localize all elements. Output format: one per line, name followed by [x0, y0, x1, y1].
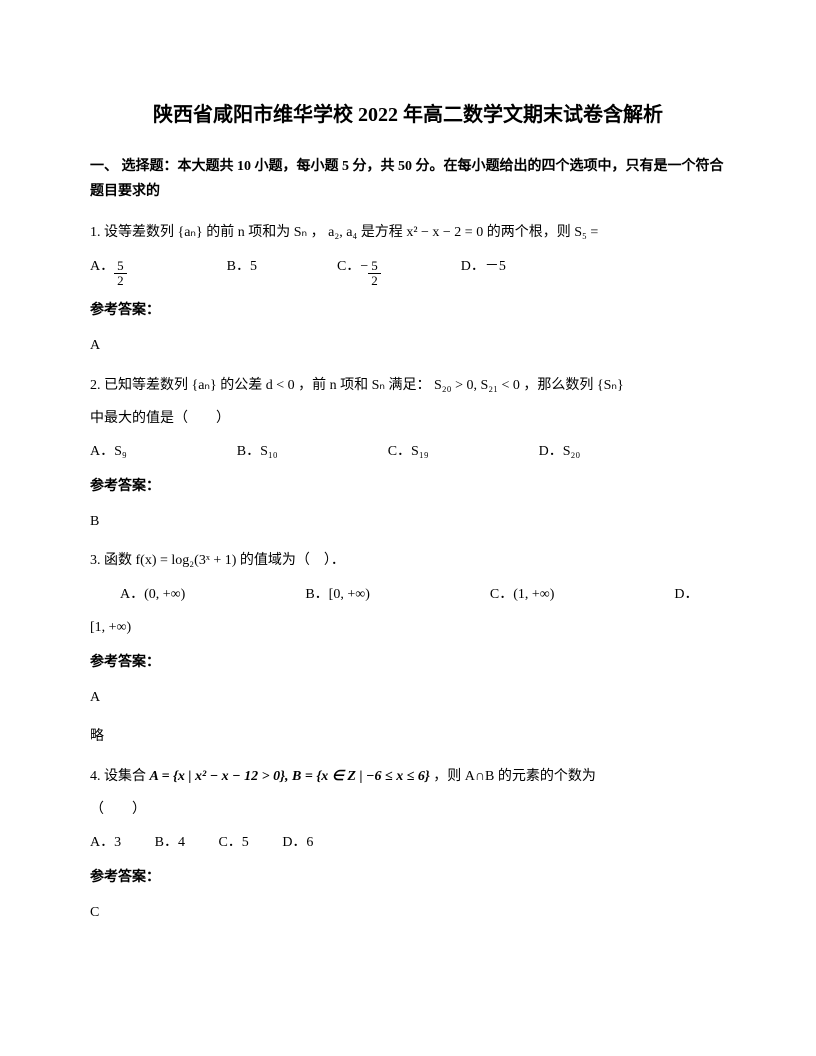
q1-answer: A: [90, 333, 726, 358]
q3-opt-a-val: (0, +∞): [144, 582, 185, 607]
q1-text: 1. 设等差数列 {aₙ} 的前 n 项和为 Sₙ ， a₂, a₄ 是方程 x…: [90, 220, 726, 245]
q2-pre: 2. 已知等差数列: [90, 378, 192, 393]
q1-opt-c-frac: 5 2: [368, 259, 381, 289]
q1-mid1: 的前 n 项和为: [206, 225, 294, 240]
q3-opt-c-val: (1, +∞): [513, 582, 554, 607]
q1-equation: x² − x − 2 = 0: [406, 225, 483, 240]
q2-text: 2. 已知等差数列 {aₙ} 的公差 d < 0 ，前 n 项和 Sₙ 满足： …: [90, 373, 726, 398]
q3-opt-a-label: A．: [120, 582, 144, 607]
q3-opt-d: D．: [674, 582, 698, 607]
q3-answer: A: [90, 685, 726, 710]
q4-mid: ，则 A∩B 的元素的个数为: [433, 769, 596, 784]
section-header: 一、 选择题：本大题共 10 小题，每小题 5 分，共 50 分。在每小题给出的…: [90, 154, 726, 204]
q1-opt-a-num: 5: [114, 259, 127, 274]
question-3: 3. 函数 f(x) = log₂(3ˣ + 1) 的值域为（ ）． A． (0…: [90, 548, 726, 749]
q2-opt-d-label: D．: [539, 439, 563, 464]
q2-seq2: {Sₙ}: [597, 378, 624, 393]
question-1: 1. 设等差数列 {aₙ} 的前 n 项和为 Sₙ ， a₂, a₄ 是方程 x…: [90, 220, 726, 358]
q2-cond2: S₂₀ > 0, S₂₁ < 0: [434, 378, 520, 393]
q3-answer-label: 参考答案：: [90, 650, 726, 675]
q1-seq: {aₙ}: [178, 225, 203, 240]
q2-mid4: 满足：: [389, 378, 431, 393]
q1-answer-label: 参考答案：: [90, 298, 726, 323]
q2-seq: {aₙ}: [192, 378, 217, 393]
q1-opt-a: A． 5 2: [90, 254, 127, 289]
q3-func: f(x) = log₂(3ˣ + 1): [136, 553, 237, 568]
q4-text: 4. 设集合 A = {x | x² − x − 12 > 0}, B = {x…: [90, 764, 726, 789]
q2-mid3: 项和: [340, 378, 372, 393]
q1-opt-c-num: 5: [368, 259, 381, 274]
q2-mid5: ，那么数列: [523, 378, 597, 393]
q1-opt-c-label: C．: [337, 254, 360, 279]
question-4: 4. 设集合 A = {x | x² − x − 12 > 0}, B = {x…: [90, 764, 726, 926]
q2-answer: B: [90, 509, 726, 534]
q3-text: 3. 函数 f(x) = log₂(3ˣ + 1) 的值域为（ ）．: [90, 548, 726, 573]
q4-answer: C: [90, 900, 726, 925]
q2-opt-d: D． S₂₀: [539, 439, 581, 464]
q2-opt-a-label: A．: [90, 439, 114, 464]
q3-opt-d-val: [1, +∞): [90, 620, 131, 635]
q4-opt-a: A．3: [90, 835, 121, 850]
q2-opt-c-val: S₁₉: [411, 439, 429, 464]
q2-line2: 中最大的值是（ ）: [90, 406, 726, 431]
q2-options: A． S₉ B． S₁₀ C． S₁₉ D． S₂₀: [90, 439, 726, 464]
q3-opt-b-val: [0, +∞): [329, 582, 370, 607]
q1-opt-b: B．5: [227, 254, 257, 279]
q1-mid2: ，: [311, 225, 325, 240]
q2-opt-a-val: S₉: [114, 439, 127, 464]
page-title: 陕西省咸阳市维华学校 2022 年高二数学文期末试卷含解析: [90, 100, 726, 130]
q2-cond1: d < 0: [266, 378, 295, 393]
q4-opt-d: D．6: [282, 835, 313, 850]
q4-pre: 4. 设集合: [90, 769, 150, 784]
q2-mid1: 的公差: [220, 378, 266, 393]
q2-n: n: [330, 378, 337, 393]
q4-answer-label: 参考答案：: [90, 865, 726, 890]
q3-opt-c-label: C．: [490, 582, 513, 607]
q3-pre: 3. 函数: [90, 553, 136, 568]
q2-mid2: ，前: [298, 378, 330, 393]
q2-opt-b: B． S₁₀: [237, 439, 278, 464]
q3-end: 的值域为（ ）．: [240, 553, 345, 568]
q2-answer-label: 参考答案：: [90, 474, 726, 499]
question-2: 2. 已知等差数列 {aₙ} 的公差 d < 0 ，前 n 项和 Sₙ 满足： …: [90, 373, 726, 535]
q1-s5: S₅: [574, 225, 587, 240]
q3-opt-d-val-row: [1, +∞): [90, 615, 726, 640]
q2-opt-a: A． S₉: [90, 439, 127, 464]
q1-end: =: [590, 225, 598, 240]
q4-opt-c: C．5: [218, 835, 248, 850]
q2-opt-b-label: B．: [237, 439, 260, 464]
q1-pre: 1. 设等差数列: [90, 225, 174, 240]
q1-opt-a-frac: 5 2: [114, 259, 127, 289]
q1-mid4: 的两个根，则: [487, 225, 575, 240]
q2-opt-d-val: S₂₀: [563, 439, 581, 464]
q3-extra: 略: [90, 724, 726, 749]
q3-opt-d-label: D．: [674, 582, 698, 607]
q4-sets: A = {x | x² − x − 12 > 0}, B = {x ∈ Z | …: [150, 769, 430, 784]
q3-opt-b: B． [0, +∞): [305, 582, 370, 607]
q1-opt-c: C． − 5 2: [337, 254, 381, 289]
q3-opt-c: C． (1, +∞): [490, 582, 555, 607]
q1-sn: Sₙ: [294, 225, 307, 240]
q1-opt-c-neg: −: [360, 254, 368, 279]
q4-options: A．3 B．4 C．5 D．6: [90, 830, 726, 855]
q2-opt-b-val: S₁₀: [260, 439, 278, 464]
q3-opt-b-label: B．: [305, 582, 328, 607]
q1-mid3: 是方程: [361, 225, 407, 240]
q1-opt-d: D．－5: [461, 254, 506, 279]
q2-opt-c-label: C．: [388, 439, 411, 464]
q1-terms: a₂, a₄: [328, 225, 357, 240]
q2-sn: Sₙ: [372, 378, 385, 393]
q1-options: A． 5 2 B．5 C． − 5 2 D．－5: [90, 254, 726, 289]
q1-opt-a-label: A．: [90, 254, 114, 279]
q4-opt-b: B．4: [155, 835, 185, 850]
q4-line2: （ ）: [90, 797, 726, 822]
q3-opt-a: A． (0, +∞): [120, 582, 185, 607]
q1-opt-a-den: 2: [114, 274, 127, 288]
q3-options: A． (0, +∞) B． [0, +∞) C． (1, +∞) D．: [90, 582, 726, 607]
q2-opt-c: C． S₁₉: [388, 439, 429, 464]
q1-opt-c-den: 2: [368, 274, 381, 288]
